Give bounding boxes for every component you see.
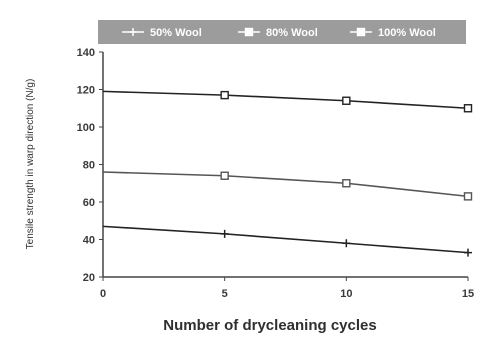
legend-swatch-marker bbox=[356, 27, 366, 37]
y-axis-title: Tensile strength in warp direction (N/g) bbox=[25, 79, 36, 250]
series-2 bbox=[102, 90, 473, 113]
legend-item: 100% Wool bbox=[350, 27, 436, 39]
series-0 bbox=[102, 225, 472, 257]
y-tick-label: 40 bbox=[83, 235, 95, 247]
x-tick-label: 10 bbox=[340, 288, 352, 300]
y-tick-label: 60 bbox=[83, 197, 95, 209]
data-point bbox=[342, 179, 351, 188]
legend-label: 50% Wool bbox=[150, 27, 202, 39]
x-tick-label: 15 bbox=[462, 288, 474, 300]
y-tick-label: 120 bbox=[77, 85, 95, 97]
data-point bbox=[220, 171, 229, 180]
x-ticks: 0 5 10 15 bbox=[100, 277, 474, 300]
data-point bbox=[463, 104, 473, 113]
series-line bbox=[102, 225, 469, 254]
legend-item: 50% Wool bbox=[122, 27, 202, 39]
data-point bbox=[220, 90, 229, 100]
y-tick-label: 80 bbox=[83, 160, 95, 172]
series-layer bbox=[102, 90, 473, 257]
y-tick-label: 100 bbox=[77, 122, 95, 134]
x-axis-title: Number of drycleaning cycles bbox=[163, 317, 376, 334]
series-1 bbox=[102, 171, 473, 201]
data-point bbox=[220, 229, 229, 238]
legend-label: 80% Wool bbox=[266, 27, 318, 39]
x-tick-label: 0 bbox=[100, 288, 106, 300]
data-point bbox=[464, 248, 472, 257]
legend-background bbox=[98, 20, 466, 44]
y-ticks: 20 40 60 80 100 120 140 bbox=[77, 47, 103, 284]
data-point bbox=[342, 96, 351, 105]
legend-item: 80% Wool bbox=[238, 27, 318, 39]
series-line bbox=[102, 90, 469, 110]
data-point bbox=[342, 239, 351, 248]
x-tick-label: 5 bbox=[222, 288, 228, 300]
y-tick-label: 140 bbox=[77, 47, 95, 59]
legend: 50% Wool 80% Wool 100% Wool bbox=[122, 27, 436, 39]
data-point bbox=[463, 192, 473, 201]
y-tick-label: 20 bbox=[83, 272, 95, 284]
series-line bbox=[102, 171, 469, 198]
legend-swatch-marker bbox=[129, 28, 137, 36]
legend-swatch-marker bbox=[244, 27, 254, 37]
legend-label: 100% Wool bbox=[378, 27, 436, 39]
